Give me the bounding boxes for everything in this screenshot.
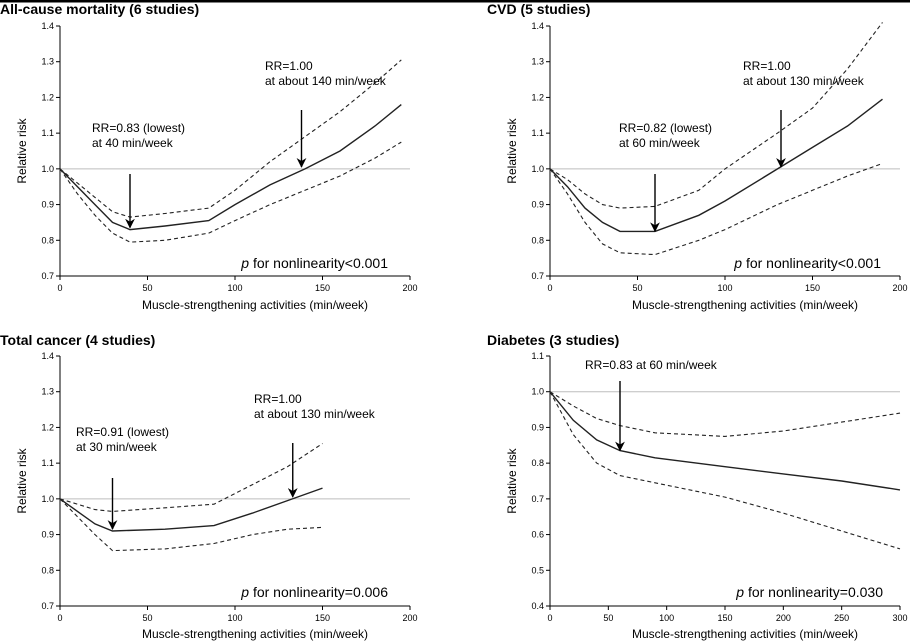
- x-tick-label: 50: [142, 613, 152, 623]
- chart-panel-4: Diabetes (3 studies) 0.4 0.5 0.6 0.7 0.8 0.9 1.…: [487, 332, 908, 641]
- nonlinearity-p-value: p for nonlinearity<0.001: [240, 255, 388, 271]
- y-tick-label: 0.7: [41, 271, 54, 281]
- x-tick-label: 200: [776, 613, 791, 623]
- y-tick-label: 1.0: [41, 494, 54, 504]
- y-tick-label: 0.9: [41, 530, 54, 540]
- x-tick-label: 150: [315, 283, 330, 293]
- annotation-text: RR=0.83 (lowest) at 40 min/week: [92, 121, 185, 150]
- annotation-text: RR=0.82 (lowest) at 60 min/week: [619, 121, 712, 150]
- chart-title: CVD (5 studies): [487, 1, 590, 17]
- x-axis-label: Muscle-strengthening activities (min/wee…: [632, 627, 858, 641]
- series-line-lower-ci: [549, 391, 901, 550]
- chart-panel-1: All-cause mortality (6 studies) 0.7 0.8 0.9…: [0, 1, 418, 312]
- y-tick-label: 0.8: [41, 565, 54, 575]
- x-tick-label: 100: [227, 283, 242, 293]
- x-tick-label: 200: [892, 283, 907, 293]
- chart-title: Diabetes (3 studies): [487, 332, 619, 348]
- x-tick-label: 150: [805, 283, 820, 293]
- nonlinearity-p-value: p for nonlinearity<0.001: [733, 255, 881, 271]
- x-tick-label: 250: [834, 613, 849, 623]
- y-tick-label: 0.7: [531, 271, 544, 281]
- y-tick-label: 1.3: [41, 57, 54, 67]
- annotation-text: RR=0.83 at 60 min/week: [585, 358, 718, 372]
- annotation-text: RR=0.91 (lowest) at 30 min/week: [76, 425, 169, 454]
- y-tick-label: 1.0: [531, 164, 544, 174]
- series-line-lower-ci: [549, 162, 883, 256]
- x-tick-label: 50: [632, 283, 642, 293]
- x-tick-label: 200: [402, 283, 417, 293]
- y-tick-label: 1.1: [41, 128, 54, 138]
- annotation-text: RR=1.00 at about 130 min/week: [743, 59, 865, 88]
- chart-title: All-cause mortality (6 studies): [0, 1, 199, 17]
- series-line-upper-ci: [59, 443, 323, 512]
- x-tick-label: 150: [315, 613, 330, 623]
- y-tick-label: 0.9: [531, 200, 544, 210]
- x-tick-label: 100: [717, 283, 732, 293]
- series-line-estimate: [549, 391, 901, 491]
- x-tick-label: 100: [227, 613, 242, 623]
- y-tick-label: 0.9: [41, 200, 54, 210]
- x-tick-label: 150: [717, 613, 732, 623]
- y-tick-label: 0.8: [531, 235, 544, 245]
- x-axis-label: Muscle-strengthening activities (min/wee…: [142, 627, 368, 641]
- y-tick-label: 1.4: [41, 351, 54, 361]
- y-tick-label: 1.2: [41, 92, 54, 102]
- y-tick-label: 1.1: [531, 128, 544, 138]
- x-axis-label: Muscle-strengthening activities (min/wee…: [142, 298, 368, 312]
- series-line-upper-ci: [549, 391, 901, 437]
- y-tick-label: 0.4: [531, 601, 544, 611]
- y-tick-label: 0.7: [41, 601, 54, 611]
- y-tick-label: 1.2: [41, 422, 54, 432]
- y-axis-label: Relative risk: [15, 447, 29, 513]
- x-tick-label: 0: [547, 613, 552, 623]
- y-tick-label: 0.8: [531, 458, 544, 468]
- y-axis-label: Relative risk: [505, 117, 519, 183]
- x-tick-label: 0: [547, 283, 552, 293]
- series-line-upper-ci: [59, 59, 402, 218]
- y-tick-label: 1.4: [41, 21, 54, 31]
- x-tick-label: 200: [402, 613, 417, 623]
- x-tick-label: 50: [142, 283, 152, 293]
- y-tick-label: 0.7: [531, 494, 544, 504]
- x-tick-label: 300: [892, 613, 907, 623]
- y-tick-label: 1.0: [41, 164, 54, 174]
- y-tick-label: 1.3: [531, 57, 544, 67]
- y-tick-label: 0.5: [531, 565, 544, 575]
- annotation-text: RR=1.00 at about 130 min/week: [254, 392, 376, 421]
- y-tick-label: 1.1: [41, 458, 54, 468]
- x-tick-label: 0: [57, 283, 62, 293]
- y-tick-label: 0.9: [531, 422, 544, 432]
- chart-panel-3: Total cancer (4 studies) 0.7 0.8 0.9 1.0 1.1 1…: [0, 332, 418, 641]
- nonlinearity-p-value: p for nonlinearity=0.030: [735, 584, 883, 600]
- series-line-lower-ci: [59, 498, 323, 552]
- y-tick-label: 1.2: [531, 92, 544, 102]
- y-tick-label: 1.0: [531, 387, 544, 397]
- annotation-text: RR=1.00 at about 140 min/week: [265, 59, 387, 88]
- x-tick-label: 50: [603, 613, 613, 623]
- chart-panel-2: CVD (5 studies) 0.7 0.8 0.9 1.0 1.1 1.2 1.3 1.4 0…: [487, 1, 908, 312]
- y-axis-label: Relative risk: [505, 447, 519, 513]
- series-line-estimate: [59, 104, 402, 231]
- series-line-estimate: [549, 98, 883, 233]
- chart-title: Total cancer (4 studies): [0, 332, 155, 348]
- series-line-estimate: [59, 487, 323, 532]
- x-tick-label: 100: [659, 613, 674, 623]
- series-line-upper-ci: [549, 22, 883, 209]
- y-tick-label: 1.3: [41, 387, 54, 397]
- x-tick-label: 0: [57, 613, 62, 623]
- series-line-lower-ci: [59, 141, 402, 243]
- nonlinearity-p-value: p for nonlinearity=0.006: [240, 584, 388, 600]
- y-tick-label: 1.1: [531, 351, 544, 361]
- y-tick-label: 1.4: [531, 21, 544, 31]
- y-axis-label: Relative risk: [15, 117, 29, 183]
- y-tick-label: 0.6: [531, 530, 544, 540]
- y-tick-label: 0.8: [41, 235, 54, 245]
- x-axis-label: Muscle-strengthening activities (min/wee…: [632, 298, 858, 312]
